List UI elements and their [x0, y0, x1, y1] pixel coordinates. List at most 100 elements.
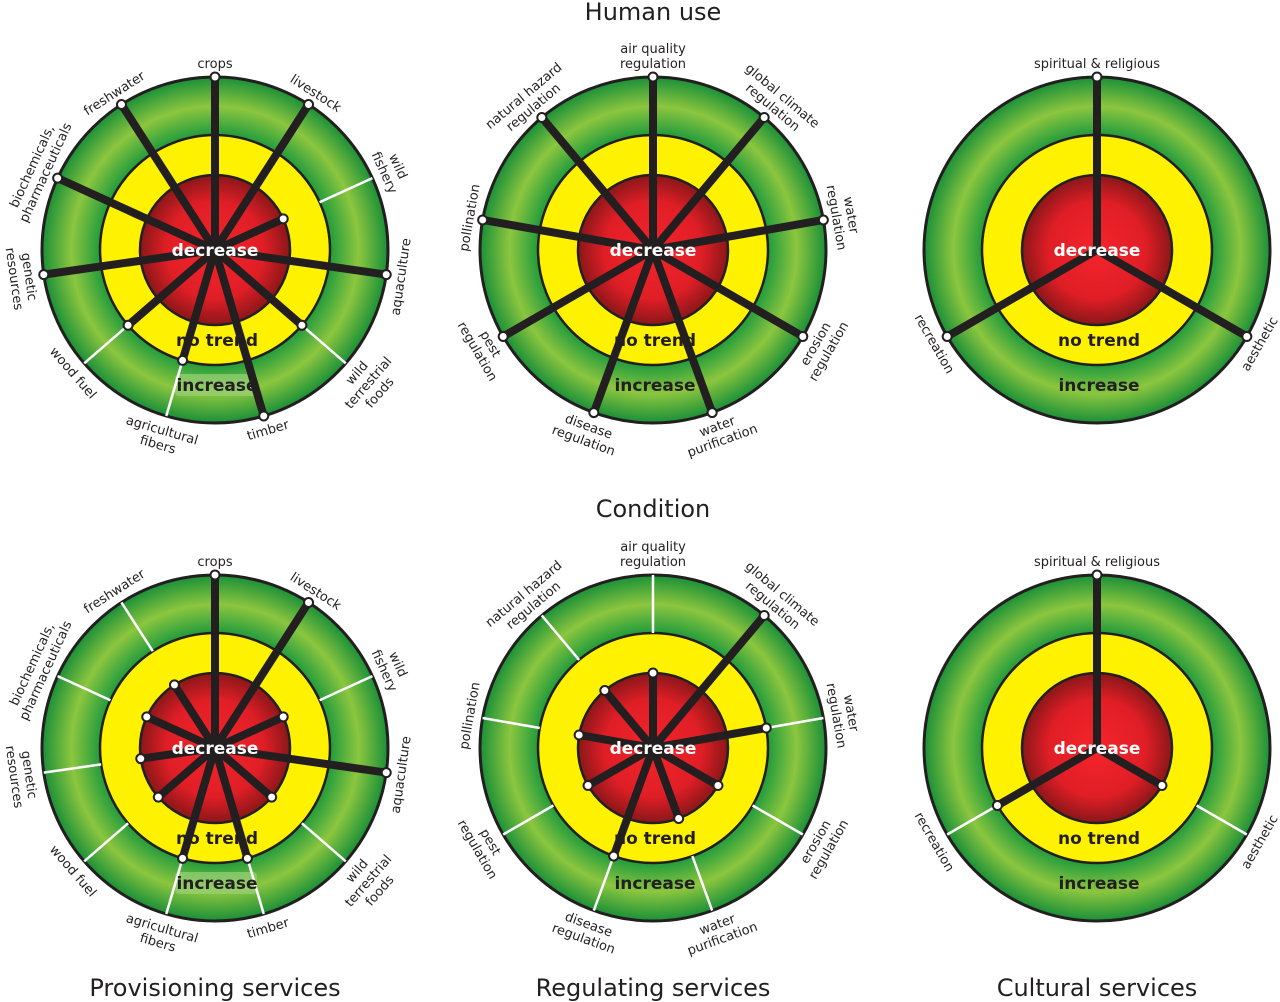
- spoke-end-marker: [497, 331, 509, 342]
- spoke-end-marker: [296, 319, 308, 331]
- row-title-condition: Condition: [596, 495, 711, 523]
- trend-spoke-pollination: [578, 731, 654, 752]
- trend-spoke-pollination: [481, 216, 654, 254]
- separator-line: [165, 359, 184, 417]
- spoke-end-marker: [573, 729, 585, 741]
- column-title-cultural: Cultural services: [997, 974, 1198, 1002]
- spoke-end-marker: [588, 407, 600, 419]
- service-label-line: aquaculture: [389, 735, 415, 814]
- service-label-aquaculture: aquaculture: [389, 735, 415, 814]
- service-label-spiritual-religious: spiritual & religious: [1034, 555, 1160, 570]
- spoke-end-marker: [277, 213, 289, 225]
- label-no-trend: no trend: [614, 331, 696, 351]
- separator-line: [946, 804, 999, 836]
- service-label-timber: timber: [245, 417, 291, 444]
- increase-label-highlight: [175, 374, 257, 396]
- row-title-human-use: Human use: [585, 0, 722, 26]
- trend-spoke-water-regulation: [652, 724, 767, 752]
- service-label-crops: crops: [197, 57, 232, 72]
- trend-spoke-biochemicals-pharmaceuticals: [145, 713, 217, 752]
- spoke-end-marker: [758, 609, 770, 621]
- service-label-line: air quality: [620, 42, 686, 57]
- trend-spoke-disease-regulation: [609, 746, 657, 858]
- label-no-trend: no trend: [176, 331, 258, 351]
- trend-spoke-global-climate-regulation: [649, 114, 768, 253]
- separator-line: [691, 855, 714, 911]
- separator-line: [502, 804, 555, 836]
- spoke-end-marker: [277, 711, 289, 723]
- trend-spoke-livestock: [211, 102, 312, 253]
- spoke-end-marker: [152, 791, 164, 803]
- radial-diagram-condition-cultural-services: spiritual & religiousaestheticrecreation…: [911, 555, 1280, 923]
- spoke-end-marker: [380, 767, 392, 779]
- trend-spoke-wild-fishery: [213, 713, 285, 752]
- trend-spoke-agricultural-fibers: [178, 248, 219, 362]
- column-title-regulating: Regulating services: [536, 974, 771, 1002]
- trend-spoke-genetic-resources: [140, 744, 216, 763]
- service-label-line: regulation: [620, 555, 686, 570]
- spoke-end-marker: [52, 172, 64, 184]
- spoke-end-marker: [817, 214, 829, 226]
- spoke-end-marker: [647, 71, 659, 83]
- spoke-end-marker: [266, 791, 278, 803]
- label-decrease: decrease: [610, 739, 697, 759]
- separator-line: [766, 716, 824, 730]
- spoke-end-marker: [760, 722, 772, 734]
- label-increase: increase: [1058, 874, 1139, 894]
- spoke-end-marker: [303, 596, 315, 608]
- spoke-end-marker: [209, 569, 221, 581]
- separator-line: [751, 804, 804, 836]
- trend-spoke-agricultural-fibers: [178, 746, 219, 860]
- spoke-end-marker: [303, 98, 315, 110]
- separator-line: [83, 822, 129, 863]
- spoke-end-marker: [241, 852, 253, 864]
- spoke-end-marker: [115, 98, 127, 110]
- trend-spoke-timber: [211, 746, 252, 860]
- trend-spoke-erosion-regulation: [650, 246, 805, 340]
- trend-spoke-aquaculture: [214, 246, 387, 279]
- trend-spoke-freshwater: [118, 102, 219, 253]
- separator-line: [319, 176, 373, 204]
- separator-line: [120, 601, 154, 652]
- trend-spoke-wood-fuel: [155, 744, 218, 801]
- spoke-end-marker: [608, 850, 620, 862]
- radial-diagram-condition-provisioning-services: cropslivestockwildfisheryaquaculturewild…: [2, 555, 415, 956]
- spoke-end-marker: [712, 780, 724, 791]
- trend-spoke-recreation: [945, 246, 1100, 340]
- spoke-end-marker: [673, 812, 685, 824]
- spoke-end-marker: [582, 780, 594, 791]
- spoke-end-marker: [758, 111, 770, 123]
- label-increase: increase: [176, 874, 257, 894]
- trend-spoke-aesthetic: [1094, 246, 1249, 340]
- label-decrease: decrease: [1054, 739, 1141, 759]
- trend-spoke-wild-fishery: [213, 215, 285, 254]
- trend-spoke-timber: [211, 248, 268, 418]
- separator-line: [57, 674, 111, 702]
- trend-spoke-disease-regulation: [590, 248, 657, 414]
- spoke-end-marker: [797, 331, 809, 342]
- spoke-end-marker: [599, 685, 611, 697]
- label-decrease: decrease: [1054, 241, 1141, 261]
- service-label-line: aquaculture: [389, 237, 415, 316]
- label-increase: increase: [614, 874, 695, 894]
- separator-line: [540, 614, 581, 661]
- service-label-line: spiritual & religious: [1034, 555, 1160, 570]
- spoke-end-marker: [477, 214, 489, 226]
- spoke-end-marker: [209, 71, 221, 83]
- spoke-end-marker: [1156, 780, 1168, 791]
- spoke-end-marker: [177, 852, 189, 864]
- separator-line: [83, 324, 129, 365]
- label-increase: increase: [176, 376, 257, 396]
- spoke-end-marker: [647, 667, 659, 679]
- service-label-line: crops: [197, 555, 232, 570]
- spoke-end-marker: [122, 319, 134, 331]
- separator-line: [301, 324, 347, 365]
- label-increase: increase: [1058, 376, 1139, 396]
- service-label-line: timber: [245, 417, 291, 444]
- label-decrease: decrease: [172, 739, 259, 759]
- spoke-end-marker: [1241, 331, 1253, 342]
- spoke-end-marker: [141, 711, 153, 723]
